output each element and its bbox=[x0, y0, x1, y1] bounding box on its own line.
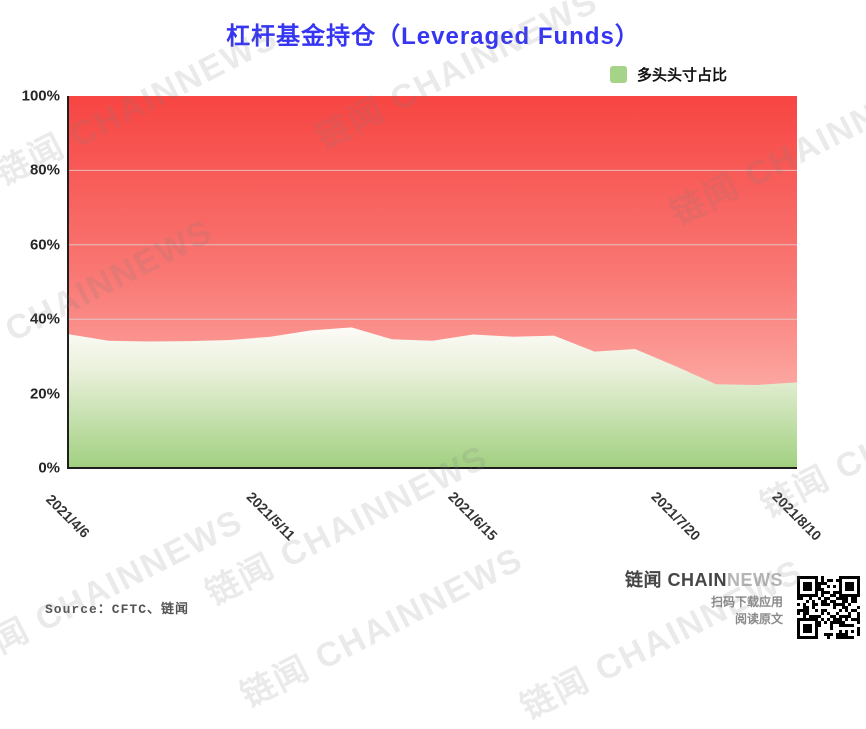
y-tick-label: 20% bbox=[29, 385, 60, 403]
legend-item[interactable]: 多头头寸占比 bbox=[610, 64, 727, 85]
qr-caption-download: 扫码下载应用 bbox=[710, 595, 783, 609]
qr-caption-read: 阅读原文 bbox=[734, 612, 783, 626]
brand-logo-dark: 链闻 CHAIN bbox=[625, 570, 727, 590]
y-tick-label: 80% bbox=[29, 161, 60, 179]
y-tick-label: 60% bbox=[29, 236, 60, 254]
brand-logo-light: NEWS bbox=[727, 570, 783, 590]
legend-swatch-icon bbox=[610, 66, 627, 83]
legend-label: 多头头寸占比 bbox=[637, 67, 728, 84]
brand-block: 链闻 CHAINNEWS 扫码下载应用 阅读原文 bbox=[523, 566, 783, 626]
qr-code bbox=[797, 576, 861, 640]
y-tick-label: 0% bbox=[38, 459, 60, 477]
brand-logo: 链闻 CHAINNEWS bbox=[523, 566, 783, 592]
area-chart bbox=[67, 96, 797, 469]
y-tick-label: 100% bbox=[21, 87, 60, 105]
page-title: 杠杆基金持仓（Leveraged Funds） bbox=[226, 23, 640, 50]
source-text: Source：CFTC、链闻 bbox=[45, 602, 190, 617]
y-tick-label: 40% bbox=[29, 310, 60, 328]
